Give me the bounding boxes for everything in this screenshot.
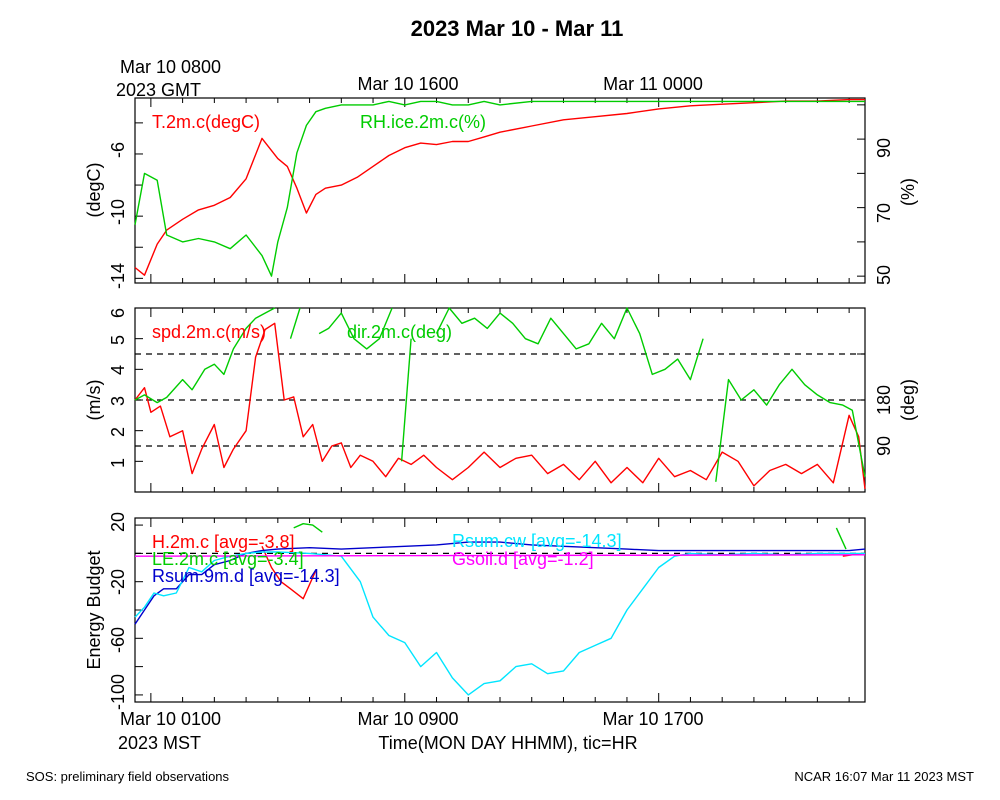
- p2-left-tick-5: 5: [108, 335, 128, 345]
- legend-wind-direction: dir.2m.c(deg): [347, 322, 452, 342]
- p2-left-ylabel: (m/s): [84, 380, 104, 421]
- wind-direction-series-line: [318, 307, 393, 350]
- legend-sensible-heat: H.2m.c [avg=-3.8]: [152, 532, 295, 552]
- top-axis-title-line2: 2023 GMT: [116, 80, 201, 100]
- p2-left-tick-4: 4: [108, 365, 128, 375]
- legend-temperature: T.2m.c(degC): [152, 112, 260, 132]
- p1-left-ylabel: (degC): [84, 162, 104, 217]
- footer-left-note: SOS: preliminary field observations: [26, 769, 230, 784]
- wind-speed-series-line: [134, 322, 866, 489]
- p2-left-tick-2: 2: [108, 427, 128, 437]
- reference-lines: [135, 353, 865, 554]
- top-axis-title-line1: Mar 10 0800: [120, 57, 221, 77]
- sensible-heat-series-line: [261, 546, 317, 600]
- p2-right-tick-180: 180: [874, 385, 894, 415]
- bottom-axis-label-1: Mar 10 0900: [357, 709, 458, 729]
- legend-gsoil: Gsoil.d [avg=-1.2]: [452, 549, 594, 569]
- wind-direction-series-line: [289, 307, 301, 339]
- legend-rsum-cw: Rsum.cw [avg=-14.3]: [452, 531, 622, 551]
- p3-left-tick-m60: -60: [108, 627, 128, 653]
- p2-right-tick-90: 90: [874, 436, 894, 456]
- bottom-axis-title-line2: 2023 MST: [118, 733, 201, 753]
- p1-left-tick-2: -10: [108, 199, 128, 225]
- legend-rsum-9m: Rsum.9m.d [avg=-14.3]: [152, 566, 340, 586]
- p1-right-tick-1: 90: [874, 138, 894, 158]
- bottom-axis-label-2: Mar 10 1700: [602, 709, 703, 729]
- gsoil-series-line: [134, 554, 866, 557]
- chart-title: 2023 Mar 10 - Mar 11: [411, 16, 624, 41]
- p1-right-tick-3: 50: [874, 265, 894, 285]
- p1-right-ylabel: (%): [898, 178, 918, 206]
- legend-latent-heat: LE.2m.c [avg=-3.4]: [152, 549, 304, 569]
- x-axis-label: Time(MON DAY HHMM), tic=HR: [378, 733, 637, 753]
- latent-heat-series-line: [293, 523, 323, 533]
- temperature-series-line: [134, 98, 865, 276]
- wind-direction-series-line: [400, 338, 412, 462]
- p2-right-ylabel: (deg): [898, 379, 918, 421]
- legend-wind-speed: spd.2m.c(m/s): [152, 322, 266, 342]
- p3-left-tick-m20: -20: [108, 569, 128, 595]
- footer-right-note: NCAR 16:07 Mar 11 2023 MST: [794, 769, 974, 784]
- p2-left-tick-6: 6: [108, 308, 128, 318]
- rsum-9m-series-line: [134, 541, 866, 625]
- wind-direction-series-line: [134, 307, 276, 404]
- p1-right-tick-2: 70: [874, 203, 894, 223]
- top-axis-label-1: Mar 10 1600: [357, 74, 458, 94]
- latent-heat-series-line-late: [835, 527, 847, 550]
- p3-left-tick-20: 20: [108, 512, 128, 532]
- p1-left-tick-3: -14: [108, 263, 128, 289]
- top-axis-label-2: Mar 11 0000: [603, 74, 703, 94]
- p3-left-tick-m100: -100: [108, 674, 128, 710]
- legend-rh-ice: RH.ice.2m.c(%): [360, 112, 486, 132]
- p3-left-ylabel: Energy Budget: [84, 550, 104, 669]
- x-tick-marks: [150, 98, 850, 702]
- bottom-axis-title-line1: Mar 10 0100: [120, 709, 221, 729]
- wind-direction-series-line: [715, 368, 866, 482]
- p1-left-tick-1: -6: [108, 142, 128, 158]
- rh-ice-series-line: [134, 100, 865, 277]
- data-series: [134, 98, 866, 696]
- wind-direction-series-line: [435, 307, 704, 381]
- p2-left-tick-3: 3: [108, 396, 128, 406]
- p2-left-tick-1: 1: [108, 458, 128, 468]
